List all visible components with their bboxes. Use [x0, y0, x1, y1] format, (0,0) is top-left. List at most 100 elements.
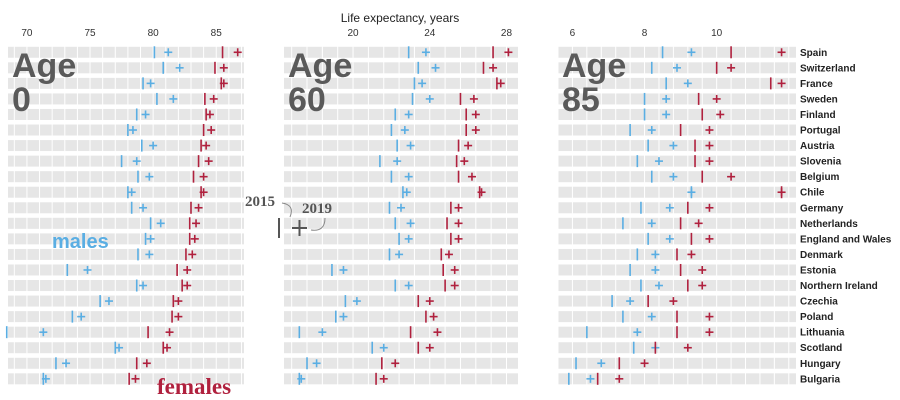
x-tick-label: 80	[148, 28, 160, 39]
country-label: Germany	[800, 203, 844, 214]
country-label: Finland	[800, 110, 836, 121]
row-band	[284, 171, 518, 183]
country-label: Belgium	[800, 172, 840, 183]
row-band	[8, 326, 244, 338]
row-band	[284, 233, 518, 245]
row-band	[558, 280, 796, 292]
row-band	[8, 248, 244, 260]
x-tick-label: 20	[347, 28, 359, 39]
panel-label-age: Age	[288, 47, 352, 85]
row-band	[284, 93, 518, 105]
row-band	[284, 295, 518, 307]
row-band	[284, 357, 518, 369]
legend-year-2015: 2015	[245, 194, 275, 210]
country-label: Spain	[800, 48, 827, 59]
row-band	[558, 93, 796, 105]
row-band	[8, 264, 244, 276]
row-band	[8, 280, 244, 292]
row-band	[8, 202, 244, 214]
panel-label-age: Age	[562, 47, 626, 85]
row-band	[284, 108, 518, 120]
row-band	[8, 140, 244, 152]
x-tick-label: 85	[211, 28, 223, 39]
country-label: England and Wales	[800, 234, 892, 245]
row-band	[558, 124, 796, 136]
row-band	[558, 373, 796, 385]
country-label: Lithuania	[800, 328, 845, 339]
row-band	[8, 186, 244, 198]
row-band	[284, 311, 518, 323]
row-band	[558, 202, 796, 214]
country-label: Hungary	[800, 359, 841, 370]
legend-arc-2015	[281, 202, 292, 218]
chart-title: Life expectancy, years	[341, 11, 460, 25]
row-band	[558, 233, 796, 245]
country-label: Denmark	[800, 250, 843, 261]
row-band	[558, 155, 796, 167]
country-label: Portugal	[800, 126, 841, 137]
row-band	[284, 326, 518, 338]
country-label: Bulgaria	[800, 374, 840, 385]
row-band	[284, 140, 518, 152]
country-label: Slovenia	[800, 157, 842, 168]
country-label: Poland	[800, 312, 833, 323]
country-label: Czechia	[800, 297, 838, 308]
row-band	[8, 171, 244, 183]
row-band	[284, 62, 518, 74]
males-label: males	[52, 231, 109, 253]
row-band	[558, 186, 796, 198]
panel-label-number: 60	[288, 81, 326, 119]
row-band	[8, 233, 244, 245]
x-tick-label: 75	[84, 28, 96, 39]
x-tick-label: 24	[424, 28, 436, 39]
x-tick-label: 8	[642, 28, 648, 39]
row-band	[8, 357, 244, 369]
country-label: Chile	[800, 188, 825, 199]
country-label: Switzerland	[800, 63, 856, 74]
row-band	[284, 217, 518, 229]
x-tick-label: 28	[501, 28, 513, 39]
country-label: Estonia	[800, 265, 837, 276]
row-band	[8, 342, 244, 354]
x-tick-label: 10	[711, 28, 723, 39]
row-band	[8, 62, 244, 74]
row-band	[8, 155, 244, 167]
row-band	[558, 357, 796, 369]
x-tick-label: 6	[570, 28, 576, 39]
row-band	[558, 108, 796, 120]
row-band	[8, 295, 244, 307]
country-label: Scotland	[800, 343, 842, 354]
row-band	[8, 93, 244, 105]
row-band	[558, 77, 796, 89]
row-band	[558, 46, 796, 58]
country-label: Netherlands	[800, 219, 858, 230]
row-band	[284, 373, 518, 385]
females-label: females	[157, 374, 231, 399]
row-band	[284, 77, 518, 89]
row-band	[8, 311, 244, 323]
panel-label-number: 0	[12, 81, 31, 119]
row-band	[284, 264, 518, 276]
row-band	[8, 108, 244, 120]
country-label: Austria	[800, 141, 835, 152]
row-band	[8, 46, 244, 58]
row-band	[284, 342, 518, 354]
legend-arc-2019	[310, 217, 326, 231]
row-band	[558, 217, 796, 229]
panel-label-age: Age	[12, 47, 76, 85]
legend-year-2019: 2019	[302, 201, 332, 217]
x-tick-label: 70	[21, 28, 33, 39]
row-band	[284, 186, 518, 198]
row-band	[8, 373, 244, 385]
year-legend: 2015 2019	[245, 194, 332, 238]
row-band	[284, 46, 518, 58]
panel-label-number: 85	[562, 81, 600, 119]
row-band	[8, 77, 244, 89]
row-band	[558, 342, 796, 354]
country-label: Sweden	[800, 94, 838, 105]
row-band	[8, 217, 244, 229]
country-label: Northern Ireland	[800, 281, 878, 292]
row-band	[558, 264, 796, 276]
row-band	[284, 280, 518, 292]
